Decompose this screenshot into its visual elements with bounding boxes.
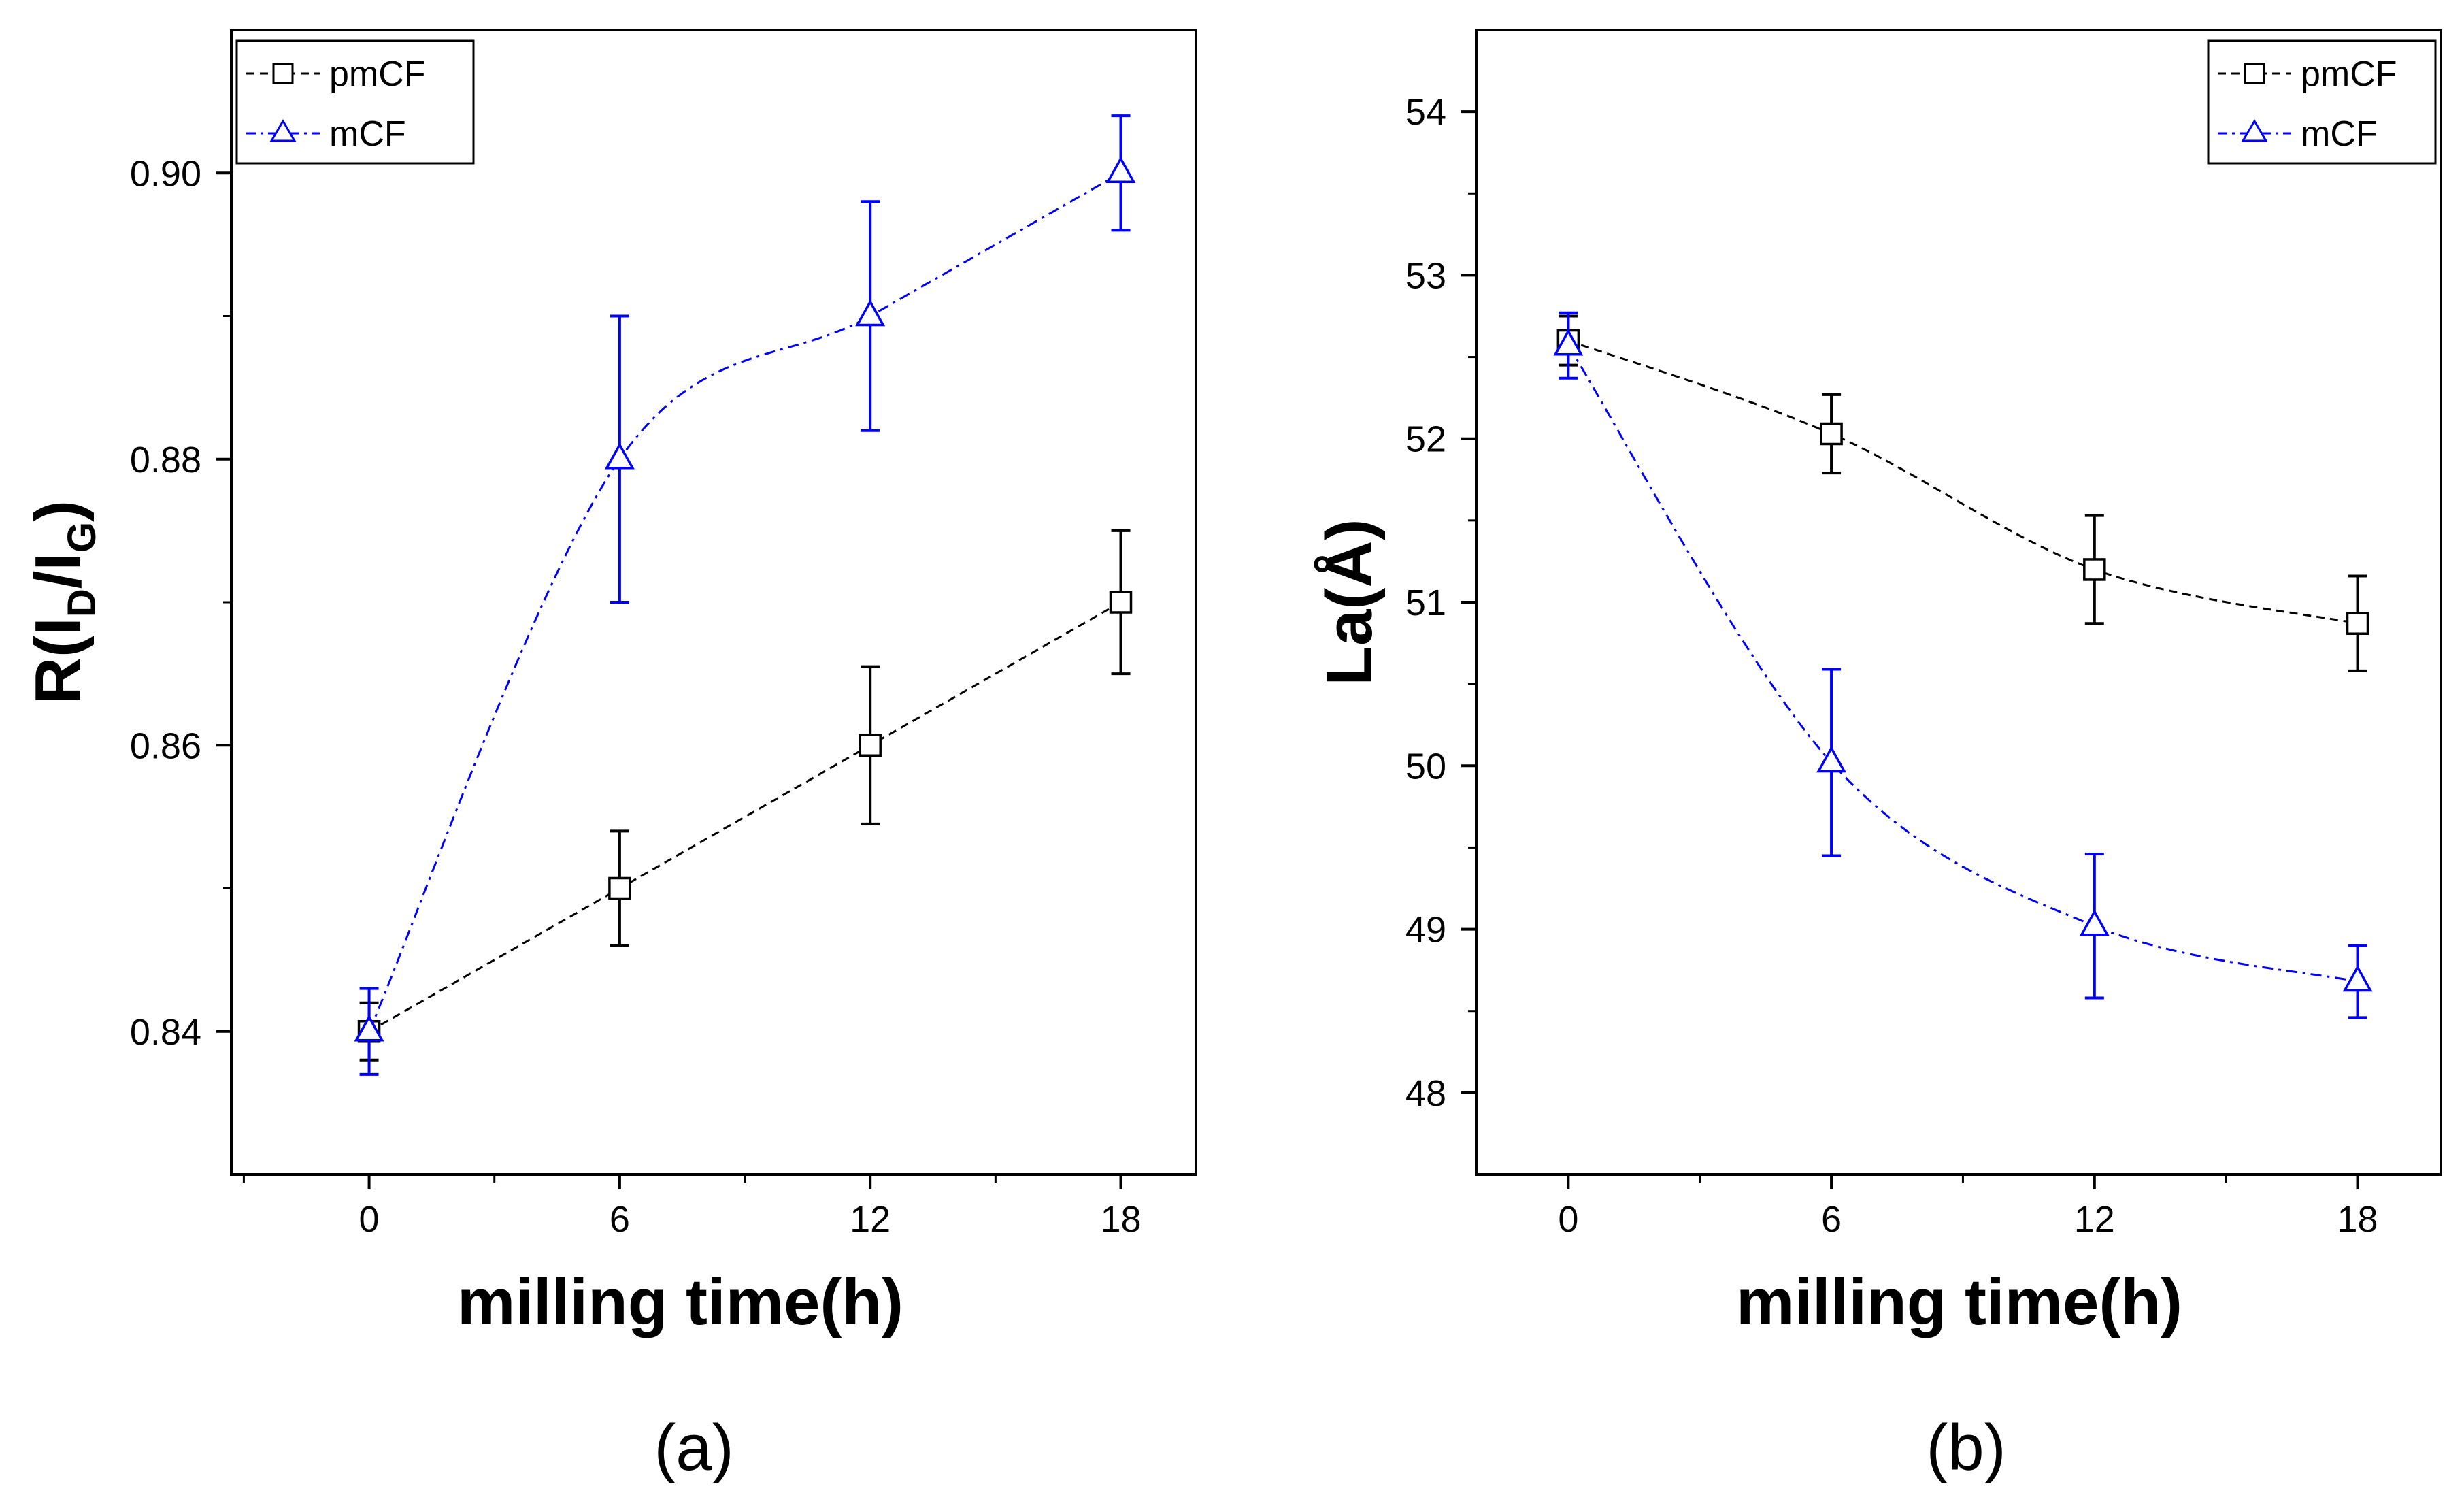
- y-title-b: La(Å): [1313, 519, 1386, 685]
- y-tick-label: 0.88: [130, 440, 201, 480]
- y-title-main-a: R(I: [22, 617, 95, 704]
- point-mCF: [354, 1015, 384, 1042]
- x-tick-label: 18: [1100, 1199, 1141, 1240]
- series-line-mCF: [368, 171, 1122, 1032]
- point-mCF: [855, 299, 886, 327]
- legend-marker-pmCF-b: [2244, 63, 2265, 84]
- x-tick-label: 0: [1558, 1199, 1578, 1240]
- series-line-pmCF: [1567, 340, 2358, 625]
- y-tick-label: 52: [1405, 419, 1446, 460]
- y-tick-label: 0.90: [130, 153, 201, 194]
- y-tick-label: 51: [1405, 582, 1446, 623]
- point-mCF: [1553, 329, 1584, 356]
- svg-text:R(ID/IG): R(ID/IG): [22, 500, 104, 704]
- series-group-a: [354, 114, 1136, 1076]
- panel-a: 0 6 12 18 0.84 0.86 0.88 0.90 pmCF mCF R(ID/IG)…: [22, 29, 1197, 1484]
- x-axis-title-a: milling time(h): [457, 1266, 903, 1338]
- point-pmCF: [2083, 558, 2106, 581]
- caption-b: (b): [1926, 1411, 2005, 1484]
- y-title-sub1-a: D: [60, 589, 104, 617]
- legend-box-a: [235, 39, 475, 165]
- point-mCF: [2079, 909, 2110, 936]
- caption-a: (a): [654, 1411, 733, 1484]
- axis-ticks-b: 0 6 12 18 48 49 50 51 52 53 54: [1405, 92, 2378, 1240]
- x-axis-title-b: milling time(h): [1736, 1266, 2182, 1338]
- legend-label-mCF-a: mCF: [329, 114, 406, 154]
- y-tick-label: 49: [1405, 910, 1446, 951]
- legend-box-b: [2207, 39, 2437, 165]
- series-group-b: [1553, 311, 2373, 1019]
- x-tick-label: 18: [2337, 1199, 2378, 1240]
- x-tick-label: 12: [2074, 1199, 2115, 1240]
- y-tick-label: 54: [1405, 92, 1446, 133]
- legend-label-mCF-b: mCF: [2301, 114, 2378, 154]
- point-pmCF: [1820, 422, 1843, 446]
- y-title-mid-a: /I: [22, 553, 95, 589]
- series-line-pmCF: [368, 601, 1122, 1033]
- panel-b: 0 6 12 18 48 49 50 51 52 53 54 pmCF mCF La(Å) mill…: [1313, 29, 2442, 1484]
- x-tick-label: 6: [1821, 1199, 1842, 1240]
- y-title-sub2-a: G: [60, 522, 104, 553]
- legend-a: pmCF mCF: [235, 39, 475, 165]
- plot-frame-b: [1475, 29, 2442, 1176]
- x-tick-label: 0: [359, 1199, 380, 1240]
- point-mCF: [1816, 745, 1847, 773]
- y-tick-label: 0.86: [130, 725, 201, 766]
- legend-marker-pmCF-a: [272, 63, 294, 84]
- point-mCF: [2342, 964, 2373, 992]
- y-tick-label: 53: [1405, 255, 1446, 296]
- legend-label-pmCF-b: pmCF: [2301, 54, 2397, 94]
- point-pmCF: [2346, 612, 2369, 635]
- legend-b: pmCF mCF: [2207, 39, 2437, 165]
- point-mCF: [604, 442, 635, 470]
- point-pmCF: [608, 876, 631, 900]
- series-line-mCF: [1567, 344, 2358, 983]
- point-mCF: [1105, 156, 1136, 183]
- y-tick-label: 50: [1405, 746, 1446, 787]
- y-tick-label: 0.84: [130, 1012, 201, 1053]
- x-tick-label: 12: [850, 1199, 890, 1240]
- y-axis-title-b: La(Å): [1313, 519, 1386, 685]
- legend-label-pmCF-a: pmCF: [329, 54, 426, 94]
- legend-marker-mCF-b: [2241, 119, 2268, 142]
- legend-marker-mCF-a: [269, 119, 297, 142]
- point-pmCF: [859, 734, 882, 757]
- y-tick-label: 48: [1405, 1073, 1446, 1114]
- y-axis-title-a: R(ID/IG): [22, 500, 104, 704]
- axis-ticks-a: 0 6 12 18 0.84 0.86 0.88 0.90: [130, 153, 1142, 1240]
- point-pmCF: [1109, 591, 1133, 614]
- x-tick-label: 6: [610, 1199, 630, 1240]
- y-title-end-a: ): [22, 500, 95, 522]
